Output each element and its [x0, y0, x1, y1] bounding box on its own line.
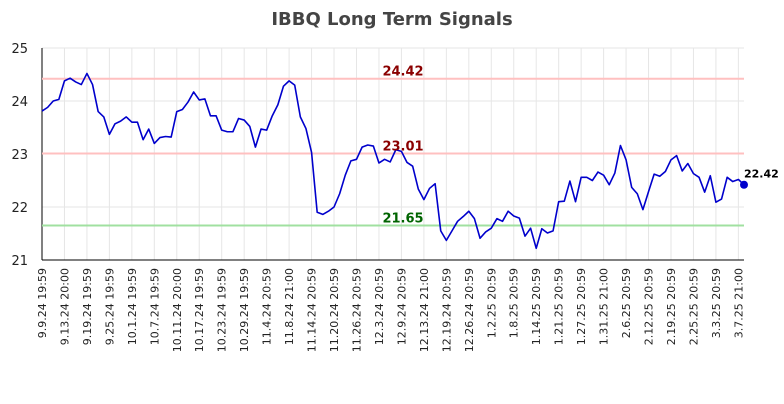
x-tick-label: 10.17.24 19:59 — [193, 268, 206, 352]
x-tick-label: 10.11.24 20:00 — [171, 268, 184, 352]
x-tick-label: 11.20.24 20:59 — [328, 268, 341, 352]
x-tick-label: 1.14.25 20:59 — [530, 268, 543, 345]
x-tick-label: 12.9.24 20:59 — [395, 268, 408, 345]
y-tick-label: 24 — [11, 95, 28, 110]
x-tick-label: 11.14.24 20:59 — [306, 268, 319, 352]
x-tick-label: 3.3.25 20:59 — [710, 268, 723, 338]
x-tick-label: 3.7.25 21:00 — [732, 268, 745, 338]
x-tick-label: 11.4.24 20:59 — [261, 268, 274, 345]
x-tick-label: 12.3.24 20:59 — [373, 268, 386, 345]
threshold-label: 24.42 — [382, 65, 423, 80]
chart-title: IBBQ Long Term Signals — [271, 9, 512, 30]
last-value-label: 22.42 — [744, 168, 779, 181]
x-tick-label: 12.26.24 20:59 — [463, 268, 476, 352]
x-tick-label: 9.13.24 20:00 — [58, 268, 71, 345]
x-tick-label: 10.29.24 19:59 — [238, 268, 251, 352]
last-point-marker — [740, 180, 748, 189]
x-tick-label: 1.21.25 20:59 — [553, 268, 566, 345]
x-tick-label: 9.25.24 19:59 — [103, 268, 116, 345]
y-tick-label: 23 — [11, 148, 28, 163]
threshold-label: 21.65 — [382, 212, 423, 227]
x-tick-label: 11.8.24 21:00 — [283, 268, 296, 345]
y-tick-label: 25 — [11, 42, 28, 57]
price-series-line — [41, 72, 745, 250]
x-tick-label: 2.25.25 20:59 — [687, 268, 700, 345]
x-tick-label: 9.9.24 19:59 — [36, 268, 49, 338]
x-tick-label: 1.2.25 20:59 — [485, 268, 498, 338]
x-tick-label: 1.31.25 21:00 — [598, 268, 611, 345]
x-tick-label: 1.8.25 20:59 — [508, 268, 521, 338]
x-tick-label: 12.13.24 21:00 — [418, 268, 431, 352]
y-tick-label: 22 — [11, 201, 28, 216]
x-tick-label: 10.7.24 19:59 — [148, 268, 161, 345]
x-tick-label: 10.23.24 19:59 — [216, 268, 229, 352]
x-tick-label: 2.12.25 20:59 — [643, 268, 656, 345]
x-tick-label: 9.19.24 19:59 — [81, 268, 94, 345]
x-tick-label: 2.19.25 20:59 — [665, 268, 678, 345]
x-tick-label: 11.26.24 20:59 — [350, 268, 363, 352]
x-tick-label: 10.1.24 19:59 — [126, 268, 139, 345]
x-tick-label: 12.19.24 20:59 — [440, 268, 453, 352]
x-tick-label: 2.6.25 20:59 — [620, 268, 633, 338]
y-tick-label: 21 — [11, 254, 28, 269]
threshold-label: 23.01 — [382, 139, 423, 154]
x-tick-label: 1.27.25 20:59 — [575, 268, 588, 345]
